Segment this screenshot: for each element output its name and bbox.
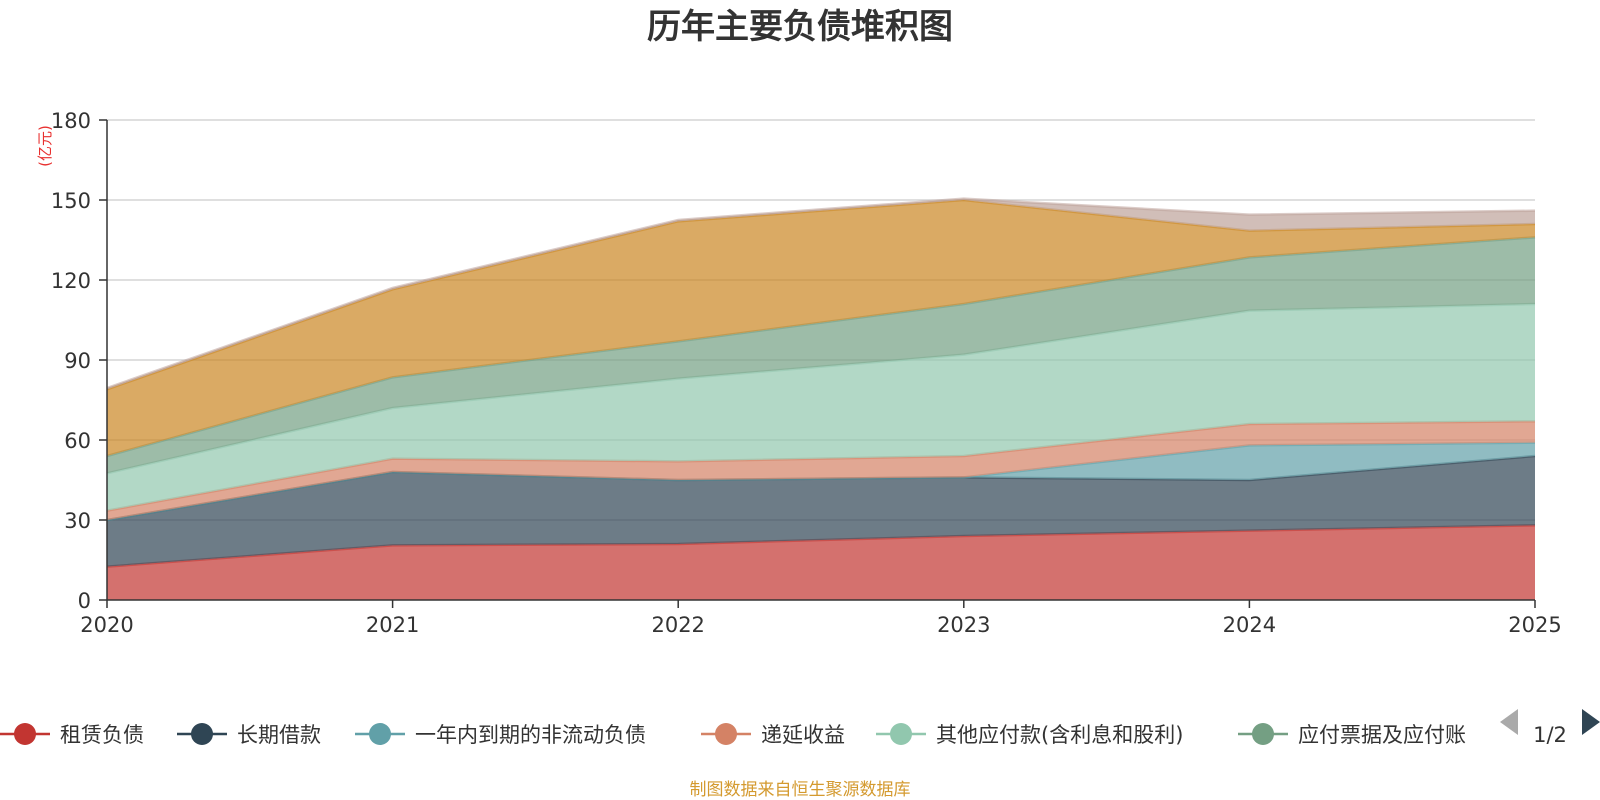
y-tick-label: 180 bbox=[51, 109, 91, 133]
y-tick-label: 120 bbox=[51, 269, 91, 293]
legend-item[interactable]: 一年内到期的非流动负债 bbox=[355, 723, 646, 747]
legend-label: 其他应付款(含利息和股利) bbox=[936, 723, 1183, 747]
legend-circle-icon bbox=[715, 723, 737, 745]
area-series-1 bbox=[107, 525, 1535, 600]
x-tick-label: 2021 bbox=[366, 613, 419, 637]
x-tick-label: 2020 bbox=[80, 613, 133, 637]
axes: 0 30 60 90 120 150 180 2020 2021 2022 2023 2024 2025 bbox=[51, 109, 1562, 637]
legend-item[interactable]: 应付票据及应付账 bbox=[1238, 723, 1466, 747]
area-series-6 bbox=[107, 237, 1535, 474]
y-tick-label: 150 bbox=[51, 189, 91, 213]
legend-circle-icon bbox=[14, 723, 36, 745]
legend-item[interactable]: 租赁负债 bbox=[0, 723, 144, 747]
chart-title: 历年主要负债堆积图 bbox=[647, 7, 953, 47]
legend-label: 长期借款 bbox=[237, 723, 321, 747]
legend: 租赁负债 长期借款 一年内到期的非流动负债 递延收益 其他应付款(含利息和股利) 应付票据… bbox=[0, 723, 1466, 747]
y-tick-label: 30 bbox=[64, 509, 91, 533]
area-series-3 bbox=[107, 442, 1535, 520]
legend-item[interactable]: 长期借款 bbox=[177, 723, 321, 747]
data-source-note: 制图数据来自恒生聚源数据库 bbox=[690, 780, 911, 800]
legend-circle-icon bbox=[191, 723, 213, 745]
x-tick-label: 2025 bbox=[1508, 613, 1561, 637]
x-tick-label: 2023 bbox=[937, 613, 990, 637]
x-tick-label: 2024 bbox=[1223, 613, 1276, 637]
legend-circle-icon bbox=[1252, 723, 1274, 745]
y-tick-label: 0 bbox=[78, 589, 91, 613]
area-series-7 bbox=[107, 200, 1535, 456]
legend-prev-page-icon[interactable] bbox=[1500, 709, 1518, 735]
area-series-5 bbox=[107, 304, 1535, 511]
legend-circle-icon bbox=[890, 723, 912, 745]
legend-label: 递延收益 bbox=[761, 723, 845, 747]
area-series bbox=[106, 197, 1536, 600]
area-series-2 bbox=[107, 456, 1535, 567]
legend-item[interactable]: 递延收益 bbox=[701, 723, 845, 747]
y-axis-unit: (亿元) bbox=[36, 125, 54, 167]
area-series-4 bbox=[107, 421, 1535, 520]
area-series-8-edge bbox=[106, 197, 1536, 390]
x-tick-label: 2022 bbox=[651, 613, 704, 637]
legend-item[interactable]: 其他应付款(含利息和股利) bbox=[876, 723, 1183, 747]
legend-label: 一年内到期的非流动负债 bbox=[415, 723, 646, 747]
legend-label: 应付票据及应付账 bbox=[1298, 723, 1466, 747]
legend-circle-icon bbox=[369, 723, 391, 745]
legend-label: 租赁负债 bbox=[60, 723, 144, 747]
legend-page-indicator: 1/2 bbox=[1533, 723, 1567, 747]
legend-next-page-icon[interactable] bbox=[1582, 709, 1600, 735]
legend-pager: 1/2 bbox=[1500, 709, 1600, 747]
y-tick-label: 60 bbox=[64, 429, 91, 453]
y-tick-label: 90 bbox=[64, 349, 91, 373]
area-series-8 bbox=[107, 198, 1535, 390]
